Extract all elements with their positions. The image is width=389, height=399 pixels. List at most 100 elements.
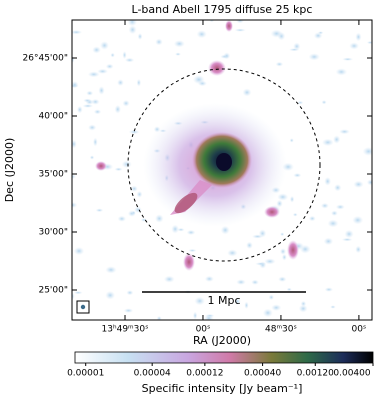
noise-blob <box>105 266 117 274</box>
colorbar-tick-label: 0.00120 <box>297 369 334 379</box>
noise-blob <box>321 138 334 147</box>
noise-blob <box>72 30 83 35</box>
y-tick-label: 25'00" <box>38 286 68 296</box>
noise-blob <box>87 71 100 78</box>
noise-blob <box>136 78 142 87</box>
noise-blob <box>366 41 372 45</box>
x-tick-label: 00ˢ <box>196 325 211 335</box>
colorbar <box>74 351 374 364</box>
noise-blob <box>268 294 274 301</box>
noise-blob <box>289 138 294 143</box>
noise-blob <box>292 212 298 217</box>
y-tick-label: 35'00" <box>38 170 68 180</box>
noise-blob <box>352 215 364 225</box>
noise-blob <box>76 105 83 114</box>
noise-blob <box>234 28 246 32</box>
noise-blob <box>130 185 138 192</box>
chart-title: L-band Abell 1795 diffuse 25 kpc <box>132 3 313 16</box>
noise-blob <box>220 225 230 235</box>
noise-blob <box>124 57 135 63</box>
plot-frame <box>71 19 373 321</box>
noise-blob <box>92 46 101 54</box>
noise-blob <box>86 90 94 96</box>
noise-blob <box>334 184 342 192</box>
noise-blob <box>88 124 97 131</box>
noise-blob <box>255 262 267 266</box>
y-axis-label: Dec (J2000) <box>3 138 16 203</box>
noise-blob <box>91 98 100 105</box>
noise-blob <box>137 33 143 40</box>
noise-blob <box>344 229 354 239</box>
noise-blob <box>114 167 123 172</box>
noise-blob <box>276 199 283 208</box>
noise-blob <box>278 276 287 282</box>
noise-blob <box>155 38 163 46</box>
noise-blob <box>236 20 244 24</box>
noise-blob <box>163 275 175 283</box>
noise-blob <box>264 258 276 265</box>
noise-blob <box>308 53 320 61</box>
noise-blob <box>271 304 282 311</box>
noise-blob <box>236 279 246 285</box>
noise-blob <box>242 88 252 97</box>
noise-blob <box>83 98 92 103</box>
noise-blob <box>227 249 238 257</box>
noise-blob <box>136 190 143 198</box>
noise-blob <box>335 204 345 210</box>
noise-blob <box>204 275 214 282</box>
noise-blob <box>324 287 334 292</box>
noise-blob <box>155 214 164 223</box>
noise-blob <box>171 224 180 234</box>
noise-blob <box>98 86 105 95</box>
noise-blob <box>280 232 285 237</box>
noise-blob <box>72 139 77 149</box>
noise-blob <box>105 63 114 70</box>
noise-blob <box>196 30 207 39</box>
noise-blob <box>156 316 162 320</box>
noise-blob <box>321 100 327 105</box>
noise-blob <box>330 210 338 216</box>
x-tick-label: 48ᵐ30ˢ <box>265 325 297 335</box>
noise-blob <box>289 48 300 52</box>
noise-blob <box>366 179 372 186</box>
noise-blob <box>262 308 273 318</box>
noise-blob <box>128 129 140 135</box>
noise-blob <box>105 290 116 300</box>
noise-blob <box>275 61 284 67</box>
noise-blob <box>173 40 185 48</box>
noise-blob <box>342 57 354 61</box>
noise-blob <box>110 52 115 58</box>
noise-blob <box>277 193 289 201</box>
noise-blob <box>131 210 136 215</box>
noise-blob <box>97 68 108 74</box>
noise-blob <box>335 68 348 76</box>
noise-blob <box>246 241 253 249</box>
colorbar-tick-label: 0.00040 <box>244 369 281 379</box>
noise-blob <box>72 81 79 89</box>
x-axis-label: RA (J2000) <box>193 334 251 347</box>
noise-blob <box>122 100 130 107</box>
noise-blob <box>89 155 95 160</box>
colorbar-tick-label: 0.00400 <box>333 369 370 379</box>
noise-blob <box>93 109 102 115</box>
x-tick-label: 13ʰ49ᵐ30ˢ <box>102 325 149 335</box>
noise-blob <box>270 29 283 38</box>
noise-blob <box>128 25 137 35</box>
noise-blob <box>355 32 362 42</box>
noise-blob <box>333 135 341 144</box>
noise-blob <box>355 245 362 254</box>
noise-blob <box>177 227 185 232</box>
noise-blob <box>349 42 360 50</box>
noise-blob <box>251 279 259 285</box>
noise-blob <box>234 298 241 305</box>
noise-blob <box>298 304 308 313</box>
noise-blob <box>286 287 292 292</box>
noise-blob <box>123 308 134 313</box>
colorbar-tick-label: 0.00004 <box>134 369 171 379</box>
noise-blob <box>251 234 264 239</box>
noise-blob <box>194 296 206 306</box>
noise-blob <box>126 290 134 296</box>
colorbar-tick-label: 0.00012 <box>186 369 223 379</box>
colorbar-label: Specific intensity [Jy beam⁻¹] <box>142 382 303 395</box>
